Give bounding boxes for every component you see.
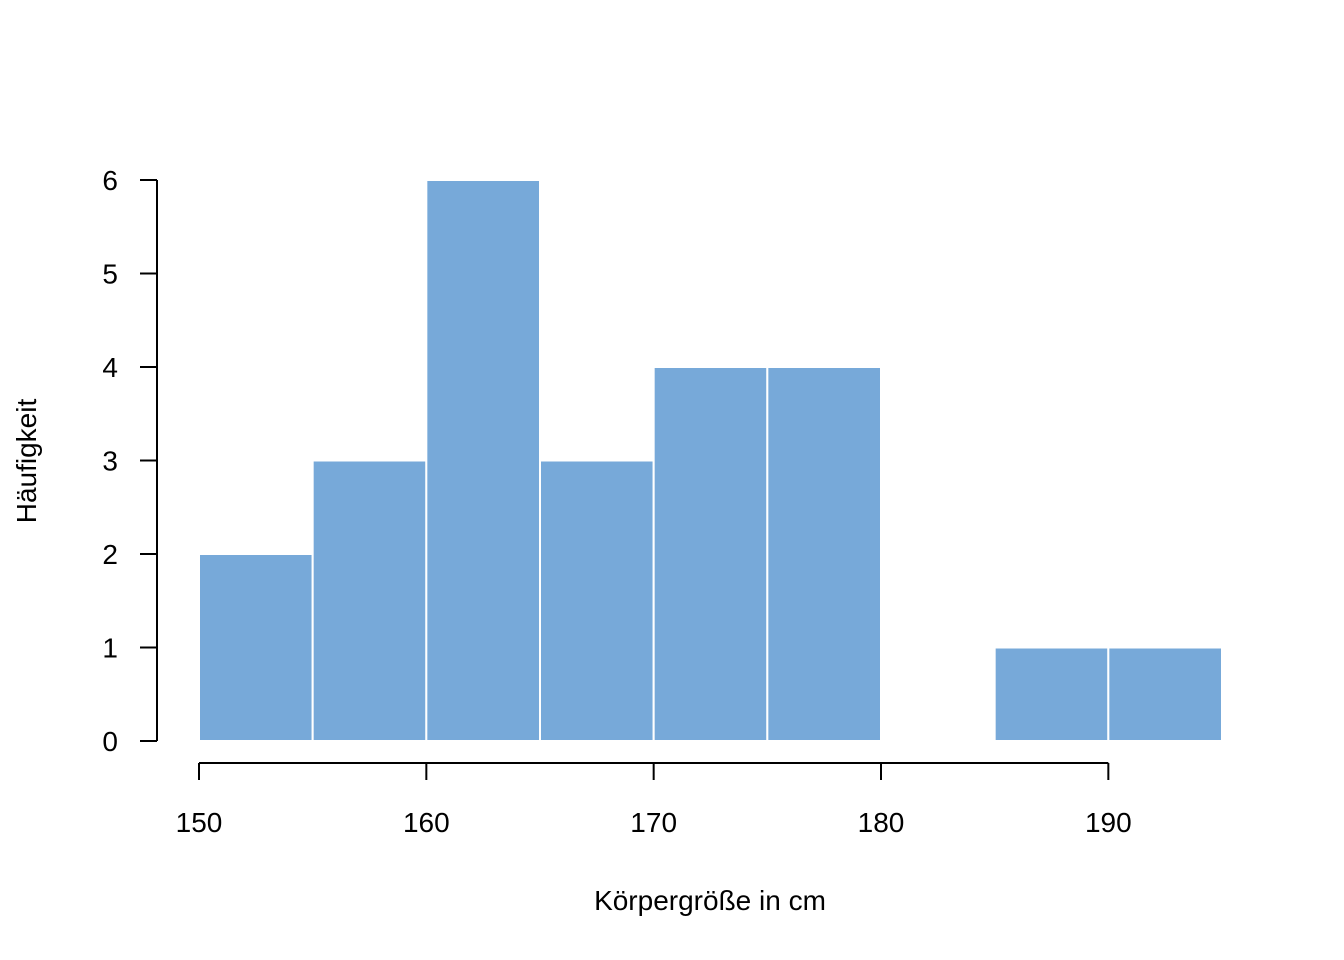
histogram-bar-150-155 bbox=[198, 553, 314, 742]
histogram-bar-175-180 bbox=[766, 366, 882, 742]
x-axis-title: Körpergröße in cm bbox=[594, 885, 826, 916]
histogram-bar-165-170 bbox=[539, 459, 655, 742]
histogram-bar-190-195 bbox=[1107, 646, 1224, 742]
x-tick-label: 160 bbox=[403, 807, 450, 838]
y-axis-title: Häufigkeit bbox=[11, 399, 42, 524]
y-tick-label: 0 bbox=[102, 726, 118, 757]
histogram-bar-185-190 bbox=[993, 646, 1110, 742]
bars-group bbox=[198, 179, 1224, 742]
y-tick-label: 3 bbox=[102, 446, 118, 477]
x-axis: 150 160 170 180 190 bbox=[176, 762, 1132, 838]
histogram-bar-160-165 bbox=[425, 179, 542, 742]
y-tick-label: 1 bbox=[102, 633, 118, 664]
histogram-bar-155-160 bbox=[311, 459, 428, 742]
x-tick-label: 190 bbox=[1085, 807, 1132, 838]
x-tick-label: 150 bbox=[176, 807, 223, 838]
y-tick-label: 2 bbox=[102, 539, 118, 570]
y-tick-label: 6 bbox=[102, 165, 118, 196]
y-tick-label: 5 bbox=[102, 259, 118, 290]
x-tick-label: 180 bbox=[858, 807, 905, 838]
y-tick-label: 4 bbox=[102, 352, 118, 383]
x-tick-label: 170 bbox=[630, 807, 677, 838]
histogram-bar-170-175 bbox=[652, 366, 769, 742]
y-axis: 0 1 2 3 4 5 6 bbox=[102, 165, 158, 757]
